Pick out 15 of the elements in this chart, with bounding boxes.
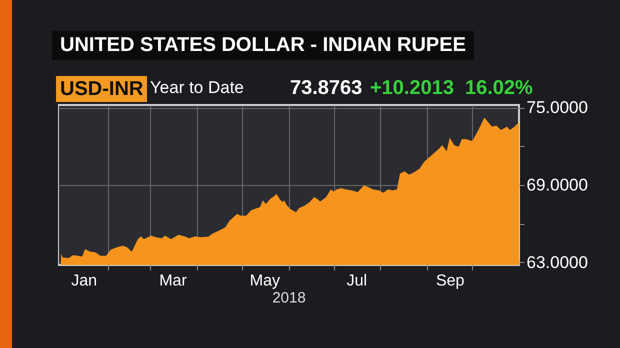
x-tick-label: Jan <box>71 272 98 290</box>
x-tick-label: Sep <box>436 272 465 290</box>
chart-title: UNITED STATES DOLLAR - INDIAN RUPEE <box>52 31 474 60</box>
x-axis-title: 2018 <box>272 290 306 306</box>
text: Year to Date <box>150 77 244 99</box>
x-tick-label: Jul <box>346 272 368 290</box>
x-tick-label: May <box>250 272 280 290</box>
y-tick-label: 63.0000 <box>526 252 588 272</box>
y-tick-label: 75.0000 <box>526 98 588 118</box>
y-tick-label: 69.0000 <box>526 176 588 194</box>
text: 73.8763 <box>290 76 362 100</box>
text: 16.02% <box>465 76 533 100</box>
x-tick-label: Mar <box>159 272 188 290</box>
text: USD-INR <box>56 76 148 102</box>
text: +10.2013 <box>370 76 454 100</box>
